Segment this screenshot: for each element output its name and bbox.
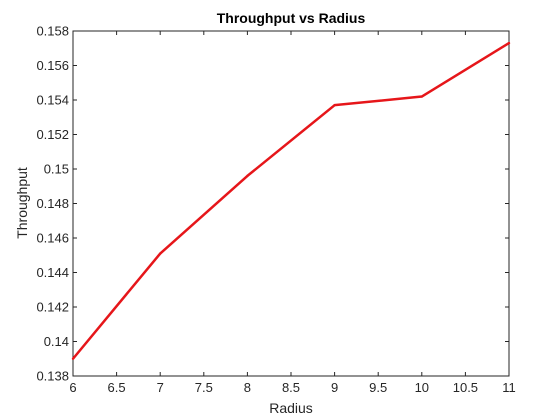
y-tick-label: 0.152 bbox=[36, 127, 69, 142]
y-tick-label: 0.154 bbox=[36, 93, 69, 108]
data-point bbox=[71, 357, 75, 360]
y-tick-label: 0.156 bbox=[36, 58, 69, 73]
y-tick-label: 0.15 bbox=[44, 162, 69, 177]
x-tick-label: 7 bbox=[157, 380, 164, 395]
y-axis-ticks: 0.138 0.14 0.142 0.144 0.146 0.148 0.15 0.152 0.… bbox=[36, 24, 509, 384]
series-line bbox=[72, 42, 510, 360]
x-tick-label: 9.5 bbox=[369, 380, 387, 395]
x-tick-label: 6 bbox=[69, 380, 76, 395]
x-axis-label: Radius bbox=[269, 400, 313, 416]
x-tick-label: 10 bbox=[415, 380, 429, 395]
chart-title: Throughput vs Radius bbox=[217, 10, 366, 26]
x-tick-label: 8 bbox=[244, 380, 251, 395]
series-layer bbox=[71, 41, 511, 360]
y-tick-label: 0.148 bbox=[36, 196, 69, 211]
data-point bbox=[246, 174, 249, 178]
y-tick-label: 0.144 bbox=[36, 265, 69, 280]
data-point bbox=[420, 95, 423, 98]
data-point bbox=[159, 252, 162, 255]
y-tick-label: 0.142 bbox=[36, 300, 69, 315]
y-tick-label: 0.14 bbox=[44, 334, 69, 349]
x-tick-label: 7.5 bbox=[195, 380, 213, 395]
x-axis-ticks: 6 6.5 7 7.5 8 8.5 9 9.5 10 10.5 11 bbox=[69, 31, 516, 395]
x-tick-label: 8.5 bbox=[282, 380, 300, 395]
y-tick-label: 0.138 bbox=[36, 369, 69, 384]
x-tick-label: 10.5 bbox=[453, 380, 478, 395]
x-tick-label: 9 bbox=[331, 380, 338, 395]
y-tick-label: 0.158 bbox=[36, 24, 69, 39]
y-tick-label: 0.146 bbox=[36, 231, 69, 246]
y-axis-label: Throughput bbox=[14, 167, 30, 239]
data-point bbox=[333, 103, 336, 107]
x-tick-label: 11 bbox=[502, 380, 516, 395]
x-tick-label: 6.5 bbox=[108, 380, 126, 395]
data-point bbox=[507, 41, 511, 45]
